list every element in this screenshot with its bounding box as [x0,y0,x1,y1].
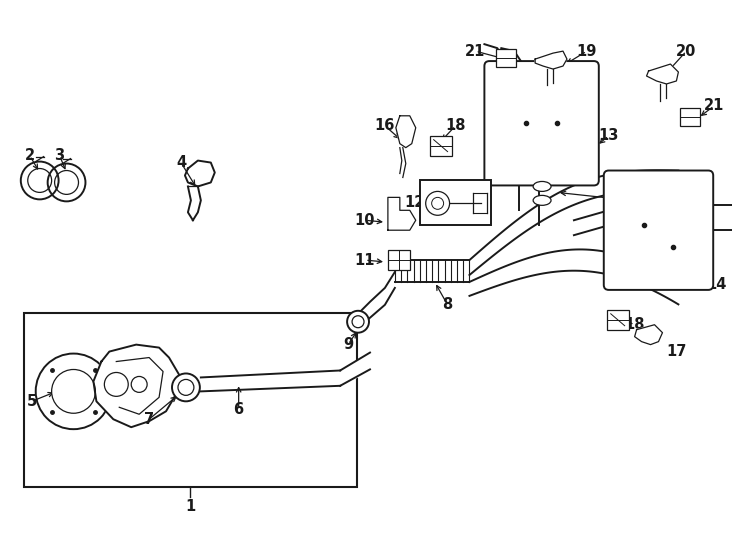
Text: 19: 19 [577,44,597,59]
Circle shape [432,198,443,210]
Text: 16: 16 [375,118,395,133]
Circle shape [172,374,200,401]
Text: 5: 5 [26,394,37,409]
Ellipse shape [533,181,551,191]
Text: 21: 21 [465,44,486,59]
Circle shape [104,373,128,396]
Polygon shape [470,170,678,275]
Text: 3: 3 [54,148,65,163]
Text: 1: 1 [185,500,195,514]
Text: 12: 12 [404,195,425,210]
Text: 17: 17 [666,344,686,359]
Polygon shape [388,198,415,230]
Polygon shape [93,345,179,427]
Bar [429,136,451,156]
Text: 8: 8 [443,298,453,312]
Text: 2: 2 [25,148,34,163]
Circle shape [178,380,194,395]
Text: 18: 18 [625,317,645,332]
Bar [420,180,491,225]
Polygon shape [647,64,678,84]
Text: 14: 14 [706,278,727,293]
Bar [680,108,700,126]
Circle shape [96,364,137,404]
Bar [607,310,628,330]
Polygon shape [185,160,215,186]
Polygon shape [470,249,678,305]
Text: 7: 7 [144,411,154,427]
Polygon shape [396,116,415,147]
FancyBboxPatch shape [484,61,599,185]
FancyBboxPatch shape [604,171,713,290]
Text: 11: 11 [355,253,375,267]
Text: 18: 18 [446,118,466,133]
Polygon shape [635,325,663,345]
Circle shape [426,191,449,215]
Polygon shape [357,272,395,330]
Circle shape [36,354,112,429]
Circle shape [347,311,369,333]
Polygon shape [535,51,567,69]
Bar [496,49,516,67]
Text: 15: 15 [620,193,641,208]
Text: 13: 13 [598,128,619,143]
Text: 10: 10 [355,213,375,228]
Text: 20: 20 [676,44,697,59]
Ellipse shape [533,195,551,205]
Text: 21: 21 [704,98,724,113]
Text: 4: 4 [176,155,186,170]
Bar [23,313,357,487]
Text: 6: 6 [233,402,244,417]
Circle shape [131,376,147,393]
Circle shape [51,369,95,413]
Bar [388,250,410,270]
Text: 9: 9 [343,337,353,352]
Circle shape [352,316,364,328]
